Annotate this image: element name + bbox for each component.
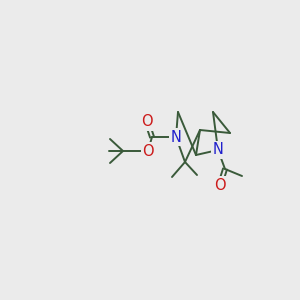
Text: O: O (142, 143, 154, 158)
Text: N: N (213, 142, 224, 158)
Text: O: O (141, 115, 153, 130)
Text: O: O (214, 178, 226, 193)
Text: N: N (171, 130, 182, 145)
